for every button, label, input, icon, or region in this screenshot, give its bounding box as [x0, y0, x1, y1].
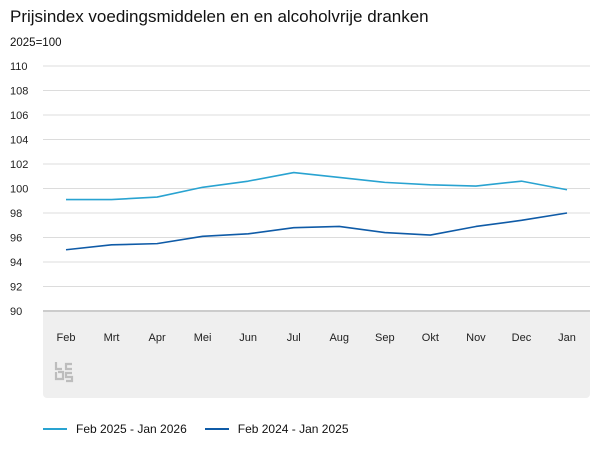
y-tick-label: 110: [10, 61, 28, 73]
data-point-series-1[interactable]: [518, 178, 524, 184]
y-axis-unit-label: 2025=100: [10, 37, 62, 49]
chart-legend: Feb 2025 - Jan 2026 Feb 2024 - Jan 2025: [43, 422, 349, 436]
legend-label-series-2: Feb 2024 - Jan 2025: [237, 422, 349, 436]
data-point-series-2[interactable]: [564, 210, 570, 216]
x-tick-label: Jan: [558, 332, 576, 344]
x-tick-label: Okt: [422, 332, 439, 344]
y-tick-label: 96: [10, 233, 22, 245]
data-point-series-1[interactable]: [154, 194, 160, 200]
data-point-series-2[interactable]: [63, 247, 69, 253]
data-point-series-1[interactable]: [63, 197, 69, 203]
series-line-2[interactable]: [65, 212, 568, 251]
x-tick-label: Apr: [149, 332, 166, 344]
y-tick-label: 90: [10, 306, 22, 318]
x-tick-label: Aug: [329, 332, 349, 344]
data-point-series-2[interactable]: [473, 223, 479, 229]
x-tick-label: Feb: [57, 332, 76, 344]
x-tick-label: Mrt: [104, 332, 120, 344]
x-tick-label: Jun: [239, 332, 257, 344]
grid-lines: [43, 65, 590, 312]
legend-swatch-series-2: [204, 428, 229, 430]
x-axis-ticks: Feb Mrt Apr Mei Jun Jul Aug Sep Okt Nov Dec Jan: [57, 332, 576, 344]
x-tick-label: Mei: [194, 332, 212, 344]
y-tick-label: 92: [10, 282, 22, 294]
data-point-series-2[interactable]: [291, 225, 297, 231]
y-tick-label: 100: [10, 184, 28, 196]
legend-swatch-series-1: [43, 428, 67, 430]
cbs-logo-icon: [54, 362, 74, 383]
data-point-series-1[interactable]: [336, 174, 342, 180]
y-tick-label: 106: [10, 110, 28, 122]
x-tick-label: Dec: [512, 332, 532, 344]
data-point-series-1[interactable]: [200, 184, 206, 190]
data-point-series-2[interactable]: [382, 230, 388, 236]
y-tick-label: 108: [10, 86, 28, 98]
data-point-series-2[interactable]: [427, 232, 433, 238]
y-tick-label: 102: [10, 159, 28, 171]
data-point-series-1[interactable]: [564, 187, 570, 193]
data-point-series-2[interactable]: [336, 223, 342, 229]
x-axis-panel: [43, 312, 590, 398]
series-lines: [63, 170, 570, 253]
data-point-series-2[interactable]: [518, 217, 524, 223]
data-point-series-2[interactable]: [109, 242, 115, 248]
data-point-series-1[interactable]: [245, 178, 251, 184]
data-point-series-1[interactable]: [291, 170, 297, 176]
legend-item-series-1[interactable]: Feb 2025 - Jan 2026: [43, 422, 187, 436]
y-axis-ticks: 90 92 94 96 98 100 102 104 106 108 110: [10, 61, 28, 318]
y-tick-label: 94: [10, 257, 22, 269]
data-point-series-1[interactable]: [382, 179, 388, 185]
chart-title: Prijsindex voedingsmiddelen en en alcoho…: [10, 7, 429, 26]
data-point-series-1[interactable]: [109, 197, 115, 203]
y-tick-label: 104: [10, 135, 28, 147]
data-point-series-1[interactable]: [427, 182, 433, 188]
y-tick-label: 98: [10, 208, 22, 220]
legend-item-series-2[interactable]: Feb 2024 - Jan 2025: [204, 422, 349, 436]
series-line-1[interactable]: [66, 171, 568, 201]
data-point-series-2[interactable]: [245, 231, 251, 237]
x-tick-label: Nov: [466, 332, 486, 344]
x-tick-label: Jul: [287, 332, 301, 344]
legend-label-series-1: Feb 2025 - Jan 2026: [76, 422, 187, 436]
data-point-series-1[interactable]: [473, 183, 479, 189]
x-tick-label: Sep: [375, 332, 395, 344]
data-point-series-2[interactable]: [200, 233, 206, 239]
data-point-series-2[interactable]: [154, 241, 160, 247]
